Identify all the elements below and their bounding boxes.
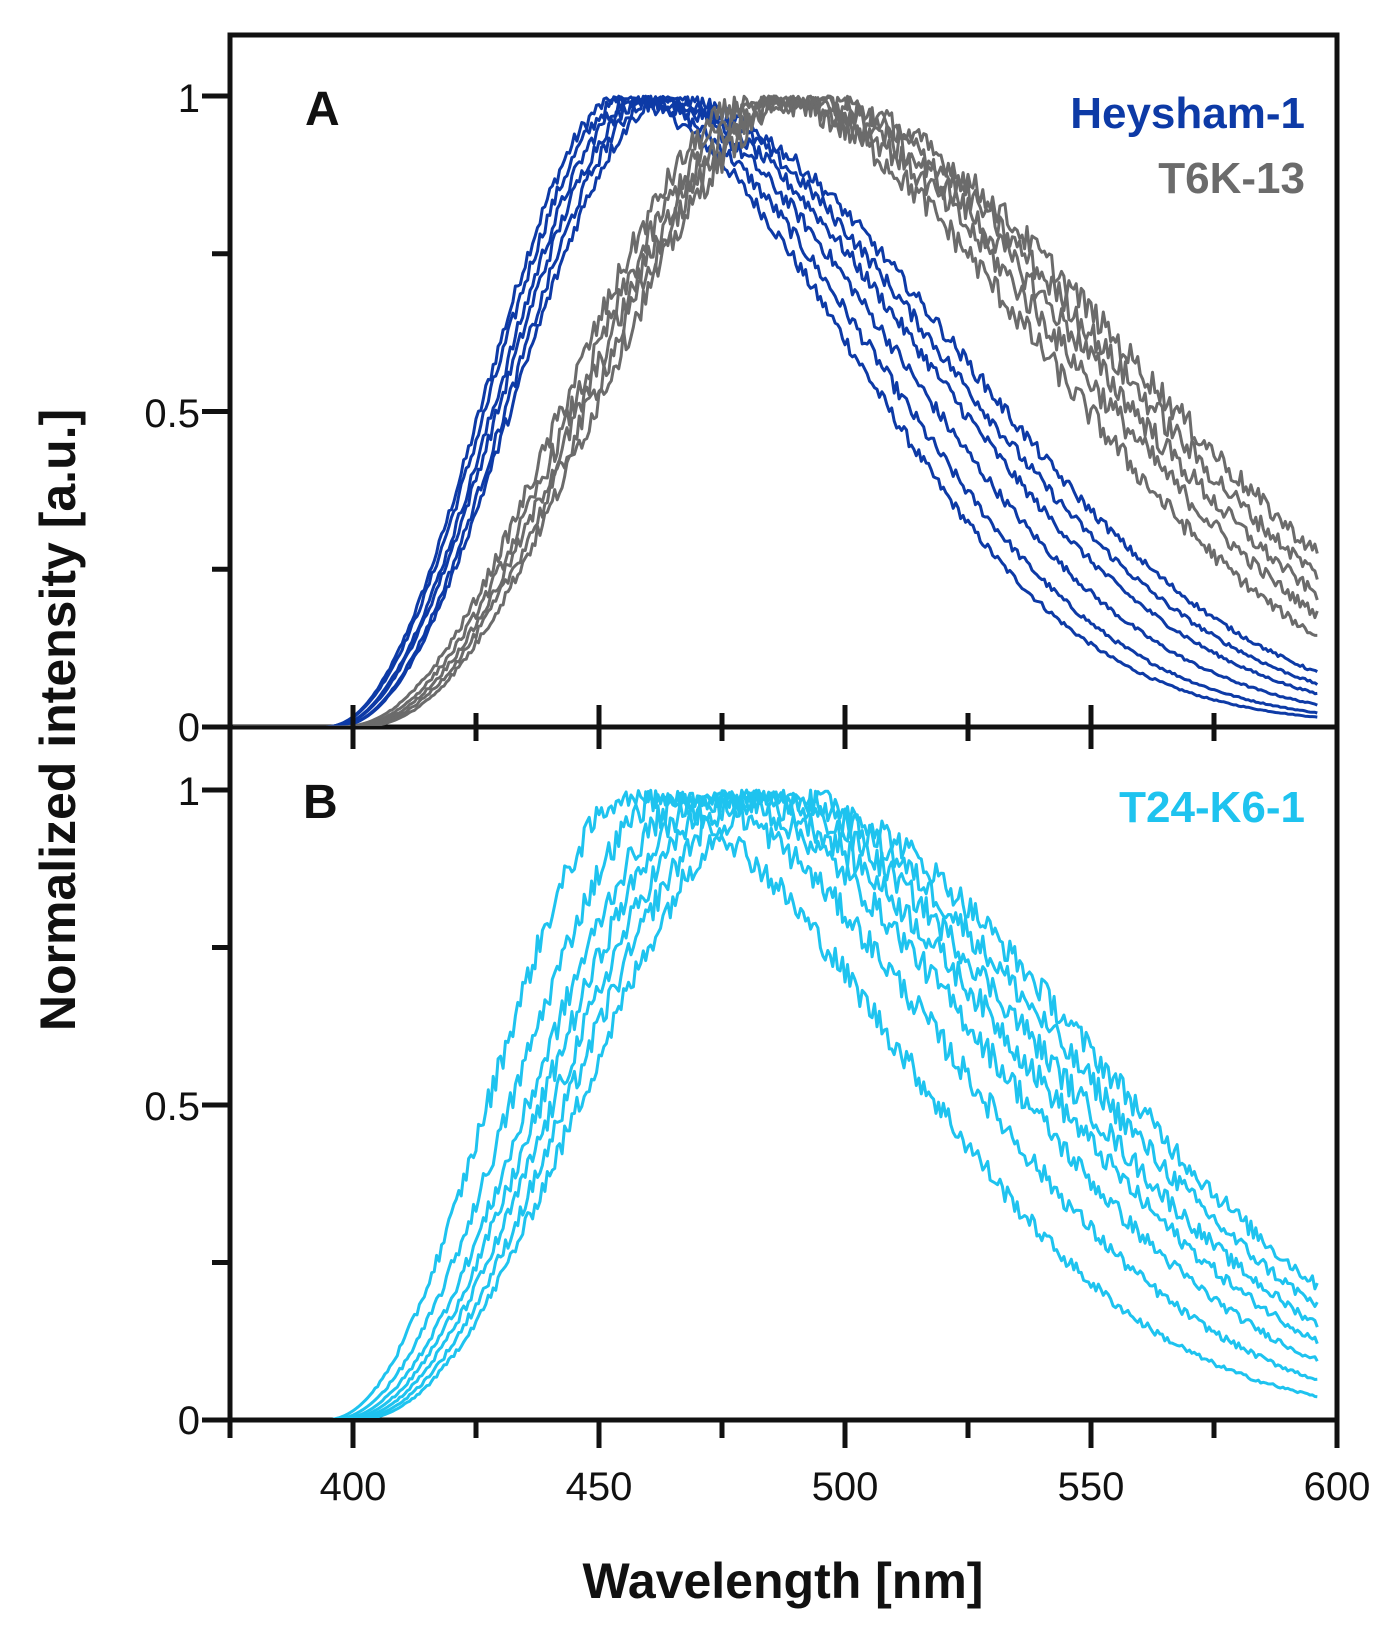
series-line-t24-k6-1-1 — [331, 789, 1318, 1418]
series-line-t24-k6-1-6 — [358, 788, 1319, 1418]
legend-t6k-13: T6K-13 — [1158, 154, 1305, 203]
legend-heysham-1: Heysham-1 — [1070, 89, 1305, 138]
y-axis-title: Normalized intensity [a.u.] — [30, 409, 86, 1031]
series-line-t24-k6-1-7 — [363, 789, 1319, 1418]
series-line-t24-k6-1-2 — [336, 788, 1318, 1418]
x-tick-label-550: 550 — [1058, 1465, 1125, 1509]
series-line-heysham-1-2 — [233, 94, 1318, 726]
panel-a-y-tick-label-1: 1 — [178, 77, 200, 121]
series-line-t6k-13-4 — [233, 94, 1319, 726]
series-line-t24-k6-1-4 — [347, 788, 1319, 1418]
series-line-heysham-1-1 — [233, 94, 1318, 726]
axis-ticks — [202, 93, 1340, 1448]
panel-b-y-tick-label-0-5: 0.5 — [144, 1085, 200, 1129]
panel-b-series — [331, 788, 1319, 1418]
panel-a-y-tick-label-0-5: 0.5 — [144, 392, 200, 436]
series-line-heysham-1-6 — [233, 94, 1318, 726]
panel-a-series — [233, 94, 1319, 726]
x-tick-label-500: 500 — [812, 1465, 879, 1509]
x-axis-title: Wavelength [nm] — [583, 1553, 984, 1609]
series-line-heysham-1-4 — [233, 95, 1318, 726]
series-line-t6k-13-2 — [233, 95, 1319, 726]
panel-b-y-tick-label-1: 1 — [178, 770, 200, 814]
x-tick-label-450: 450 — [566, 1465, 633, 1509]
series-line-t24-k6-1-3 — [342, 789, 1319, 1418]
panel-b-y-tick-label-0: 0 — [178, 1399, 200, 1443]
x-tick-label-600: 600 — [1304, 1465, 1371, 1509]
legend-t24-k6-1: T24-K6-1 — [1119, 783, 1305, 832]
panel-a-label: A — [305, 83, 340, 136]
series-line-t6k-13-5 — [233, 94, 1319, 726]
series-line-heysham-1-3 — [233, 95, 1318, 726]
panel-b-label: B — [303, 776, 338, 829]
x-tick-label-400: 400 — [320, 1465, 387, 1509]
panel-a-y-tick-label-0: 0 — [178, 706, 200, 750]
